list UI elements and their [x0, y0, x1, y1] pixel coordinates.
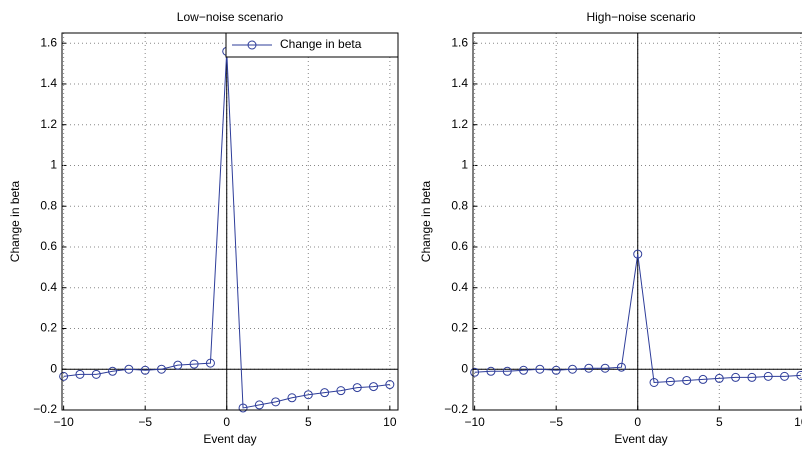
- y-tick-label: 1.2: [451, 117, 468, 131]
- y-tick-label: 0.6: [40, 239, 57, 253]
- x-tick-label: −10: [53, 415, 74, 429]
- data-point: [502, 366, 512, 376]
- y-tick-label: 0.8: [451, 198, 468, 212]
- plot-frame: [61, 32, 399, 411]
- data-point: [616, 362, 626, 372]
- data-point: [189, 359, 199, 369]
- y-tick-label: −0.2: [444, 402, 468, 416]
- y-tick-label: 0.4: [451, 280, 468, 294]
- data-point: [780, 371, 790, 381]
- y-tick-label: 0: [461, 361, 468, 375]
- x-tick-label: 5: [716, 415, 723, 429]
- y-tick-label: 0.8: [40, 198, 57, 212]
- data-point: [763, 371, 773, 381]
- data-point: [156, 364, 166, 374]
- data-point: [600, 363, 610, 373]
- data-point: [649, 377, 659, 387]
- data-point: [682, 375, 692, 385]
- y-tick-label: 1: [461, 158, 468, 172]
- y-tick-label: 0: [50, 361, 57, 375]
- data-point: [486, 366, 496, 376]
- data-point: [303, 390, 313, 400]
- chart-title: High−noise scenario: [586, 10, 695, 24]
- data-point: [59, 371, 69, 381]
- x-tick-label: 0: [634, 415, 641, 429]
- y-tick-label: 1.4: [40, 76, 57, 90]
- data-point: [535, 364, 545, 374]
- x-tick-label: 10: [794, 415, 802, 429]
- data-point: [665, 376, 675, 386]
- data-point: [796, 370, 802, 380]
- plot-frame: [472, 32, 802, 411]
- data-point: [731, 372, 741, 382]
- data-point: [584, 363, 594, 373]
- data-point: [551, 365, 561, 375]
- data-point: [238, 403, 248, 413]
- y-tick-label: 0.4: [40, 280, 57, 294]
- y-tick-label: 1: [50, 158, 57, 172]
- data-point: [567, 364, 577, 374]
- x-tick-label: −5: [549, 415, 563, 429]
- data-point: [714, 373, 724, 383]
- data-point: [108, 366, 118, 376]
- x-axis-label: Event day: [614, 432, 667, 446]
- data-point: [205, 358, 215, 368]
- x-tick-label: 10: [383, 415, 397, 429]
- data-point: [287, 393, 297, 403]
- data-point: [254, 400, 264, 410]
- panel: High−noise scenario Event day Change in be…: [419, 10, 802, 446]
- x-tick-label: −10: [464, 415, 485, 429]
- y-tick-label: 0.2: [451, 321, 468, 335]
- data-point: [352, 383, 362, 393]
- legend-label: Change in beta: [280, 37, 362, 51]
- x-tick-label: 5: [305, 415, 312, 429]
- y-tick-label: 1.6: [40, 35, 57, 49]
- y-tick-label: 1.4: [451, 76, 468, 90]
- data-point: [385, 380, 395, 390]
- data-point: [91, 369, 101, 379]
- panel: Low−noise scenario Event day Change in bet…: [8, 10, 399, 446]
- data-point: [320, 388, 330, 398]
- data-point: [633, 249, 643, 259]
- y-axis-label: Change in beta: [8, 180, 22, 262]
- data-point: [140, 365, 150, 375]
- data-point: [519, 365, 529, 375]
- y-tick-label: 1.6: [451, 35, 468, 49]
- data-point: [698, 374, 708, 384]
- data-point: [369, 382, 379, 392]
- y-tick-label: 1.2: [40, 117, 57, 131]
- chart-title: Low−noise scenario: [177, 10, 284, 24]
- y-tick-label: 0.6: [451, 239, 468, 253]
- legend-swatch: [247, 40, 257, 50]
- y-tick-label: −0.2: [33, 402, 57, 416]
- x-axis-label: Event day: [203, 432, 256, 446]
- y-axis-label: Change in beta: [419, 180, 433, 262]
- x-tick-label: 0: [223, 415, 230, 429]
- data-point: [173, 360, 183, 370]
- data-point: [271, 397, 281, 407]
- x-tick-label: −5: [138, 415, 152, 429]
- data-point: [75, 369, 85, 379]
- y-tick-label: 0.2: [40, 321, 57, 335]
- data-point: [470, 367, 480, 377]
- data-point: [124, 364, 134, 374]
- data-point: [336, 386, 346, 396]
- series-line: [474, 254, 801, 384]
- data-point: [747, 372, 757, 382]
